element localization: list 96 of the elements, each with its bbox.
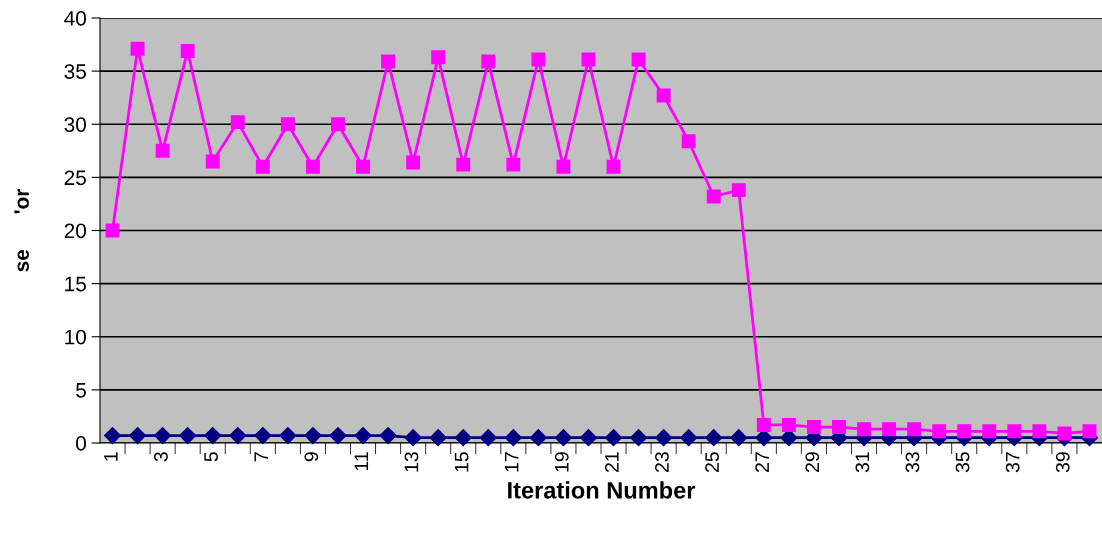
point [454,429,472,447]
x-tick-label: 31 [855,452,870,473]
x-tick-label: 7 [254,452,268,462]
point [305,159,320,174]
point [731,183,746,198]
y-tick-label: 10 [65,329,86,345]
x-tick-label: 5 [204,452,218,462]
point [429,429,447,447]
point [254,427,272,445]
point [279,427,297,445]
y-tick-label: 5 [76,383,86,398]
point [630,429,648,447]
x-tick-label: 35 [955,452,970,473]
point [304,427,322,445]
point [554,429,572,447]
x-tick-label: 3 [154,452,168,462]
point [631,52,646,67]
point [806,420,821,435]
point [604,429,623,447]
x-tick-label: 19 [554,452,569,472]
point [180,43,195,58]
point [230,115,245,130]
point [982,424,997,439]
point [579,429,598,447]
point [531,52,546,67]
y-tick-label: 25 [64,170,86,186]
point [329,427,347,445]
point [681,134,696,149]
point [1032,424,1047,439]
point [882,422,897,437]
y-tick-label: 20 [64,223,86,239]
point [756,417,771,432]
y-tick-label: 35 [64,64,86,79]
point [229,427,247,445]
point [581,52,596,67]
y-tick-label: 0 [76,436,86,451]
point [907,422,922,437]
point [656,88,671,103]
point [781,417,796,432]
x-tick-label: 27 [755,452,769,472]
point [204,427,222,445]
point [280,117,295,132]
y-tick-label: 40 [64,11,86,26]
point [154,427,172,445]
x-tick-label: 9 [304,452,319,462]
point [1082,424,1097,439]
point [479,429,497,447]
point [406,155,421,170]
point [155,143,170,158]
point [404,429,422,447]
point [255,159,270,174]
point [705,429,723,447]
point [556,159,571,174]
x-tick-label: 33 [905,452,920,473]
point [832,420,846,435]
x-axis-title: Iteration Number [508,481,696,499]
point [431,50,446,65]
point [205,154,220,169]
y-tick-label: 15 [65,276,86,292]
y-tick-label: 30 [64,117,86,132]
point [606,159,621,174]
point [379,427,397,445]
x-tick-label: 15 [454,452,469,472]
point [1007,424,1022,439]
point [506,157,521,172]
point [381,54,396,69]
x-tick-label: 21 [604,452,619,472]
x-tick-label: 25 [705,452,719,472]
x-tick-label: 29 [805,452,820,472]
y-axis-title: se 'or [14,188,29,272]
point [103,427,122,445]
point [730,429,748,447]
x-tick-label: 1 [104,452,118,461]
point [957,424,972,439]
x-tick-label: 17 [504,452,519,472]
point [1057,426,1072,441]
point [932,424,947,439]
point [706,189,721,204]
point [354,427,372,445]
point [179,427,197,445]
point [680,429,698,447]
point [655,429,673,447]
point [857,422,871,437]
point [130,41,145,56]
point [504,429,522,447]
x-tick-label: 37 [1005,452,1020,473]
point [356,159,370,174]
point [331,117,345,132]
x-tick-label: 13 [404,452,419,472]
point [481,54,496,69]
x-tick-label: 23 [655,452,669,472]
point [529,429,547,447]
x-tick-label: 11 [354,452,369,471]
point [456,157,471,172]
x-tick-label: 39 [1055,452,1070,473]
point [129,427,147,445]
